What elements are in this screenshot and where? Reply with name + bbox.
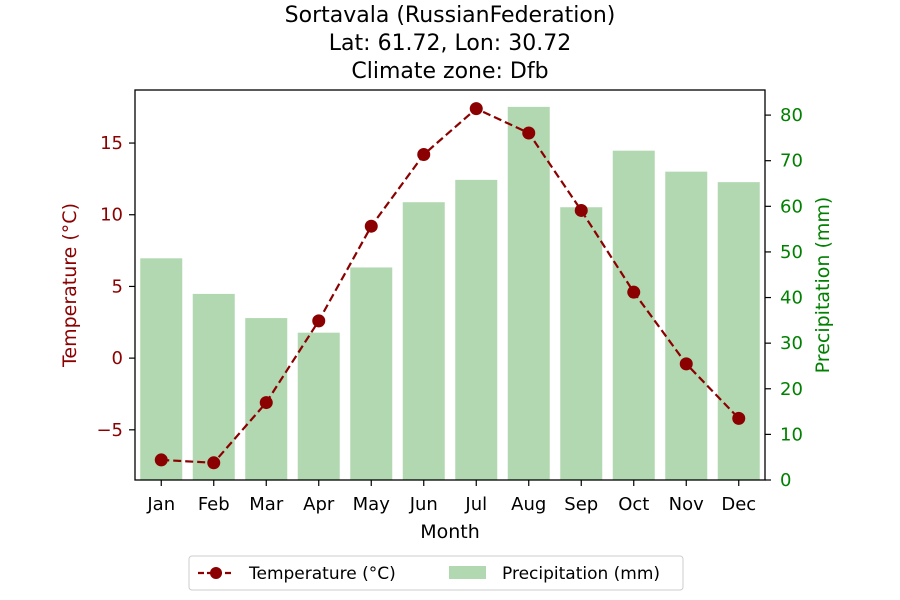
precipitation-bar-oct xyxy=(612,150,655,480)
temperature-point-may xyxy=(364,219,378,233)
precipitation-bar-jul xyxy=(455,179,498,480)
x-axis-ticks: Jan Feb Mar Apr May Jun Jul Aug Sep Oct Nov Dec xyxy=(146,480,756,515)
left-axis-label: Temperature (°C) xyxy=(59,203,81,368)
plot-frame xyxy=(134,89,766,481)
x-tick-label: Nov xyxy=(669,494,704,515)
precipitation-bar-sep xyxy=(560,207,603,480)
temperature-point-jun xyxy=(417,148,431,162)
right-tick-label: 10 xyxy=(780,424,803,445)
x-tick-label: Sep xyxy=(564,494,598,515)
legend-temperature-marker xyxy=(210,567,222,579)
title-line-2: Lat: 61.72, Lon: 30.72 xyxy=(329,31,571,56)
x-tick-label: May xyxy=(353,494,391,515)
title-line-1: Sortavala (RussianFederation) xyxy=(285,3,616,28)
temperature-point-sep xyxy=(574,203,588,217)
x-tick-label: Apr xyxy=(303,494,335,515)
temperature-point-oct xyxy=(627,285,641,299)
precipitation-bar-dec xyxy=(717,182,760,480)
x-tick-label: Jul xyxy=(464,494,487,515)
right-tick-label: 80 xyxy=(780,105,803,126)
title-line-3: Climate zone: Dfb xyxy=(351,59,548,84)
temperature-point-feb xyxy=(207,456,221,470)
right-tick-label: 30 xyxy=(780,333,803,354)
precipitation-bar-apr xyxy=(297,332,340,480)
precipitation-bar-jan xyxy=(140,258,183,480)
right-axis-label: Precipitation (mm) xyxy=(812,197,834,374)
x-axis-label: Month xyxy=(420,521,480,543)
precipitation-bar-feb xyxy=(192,293,235,480)
x-tick-label: Oct xyxy=(618,494,649,515)
precipitation-bar-nov xyxy=(665,171,708,481)
temperature-point-aug xyxy=(522,126,536,140)
right-tick-label: 0 xyxy=(780,470,791,491)
temperature-point-mar xyxy=(259,396,273,410)
temperature-point-apr xyxy=(312,314,326,328)
right-tick-label: 50 xyxy=(780,242,803,263)
legend: Temperature (°C) Precipitation (mm) xyxy=(188,555,684,591)
left-axis-ticks: −5 0 5 10 15 xyxy=(96,133,135,441)
left-tick-label: 5 xyxy=(112,276,123,297)
right-tick-label: 60 xyxy=(780,196,803,217)
x-tick-label: Dec xyxy=(721,494,756,515)
right-tick-label: 40 xyxy=(780,288,803,309)
temperature-point-jul xyxy=(469,102,483,116)
x-tick-label: Jun xyxy=(409,494,438,515)
left-tick-label: −5 xyxy=(96,420,123,441)
left-tick-label: 0 xyxy=(112,348,123,369)
x-tick-label: Aug xyxy=(511,494,546,515)
legend-frame xyxy=(188,555,684,591)
legend-precipitation-label: Precipitation (mm) xyxy=(502,564,660,584)
right-axis-ticks: 0 10 20 30 40 50 60 70 80 xyxy=(765,105,803,491)
right-tick-label: 70 xyxy=(780,151,803,172)
precipitation-bar-may xyxy=(350,267,393,480)
x-tick-label: Feb xyxy=(198,494,230,515)
precipitation-bars xyxy=(140,106,760,481)
chart-title: Sortavala (RussianFederation) Lat: 61.72… xyxy=(285,3,616,84)
temperature-point-jan xyxy=(154,453,168,467)
legend-precipitation-swatch xyxy=(449,566,486,579)
precipitation-bar-jun xyxy=(402,202,445,481)
legend-temperature-label: Temperature (°C) xyxy=(248,564,396,584)
left-tick-label: 10 xyxy=(100,205,123,226)
precipitation-bar-aug xyxy=(507,106,550,480)
temperature-line xyxy=(154,102,746,470)
temperature-series-line xyxy=(161,107,740,464)
x-tick-label: Jan xyxy=(146,494,175,515)
right-tick-label: 20 xyxy=(780,379,803,400)
left-tick-label: 15 xyxy=(100,133,123,154)
temperature-point-nov xyxy=(679,357,693,371)
x-tick-label: Mar xyxy=(249,494,284,515)
temperature-point-dec xyxy=(732,411,746,425)
